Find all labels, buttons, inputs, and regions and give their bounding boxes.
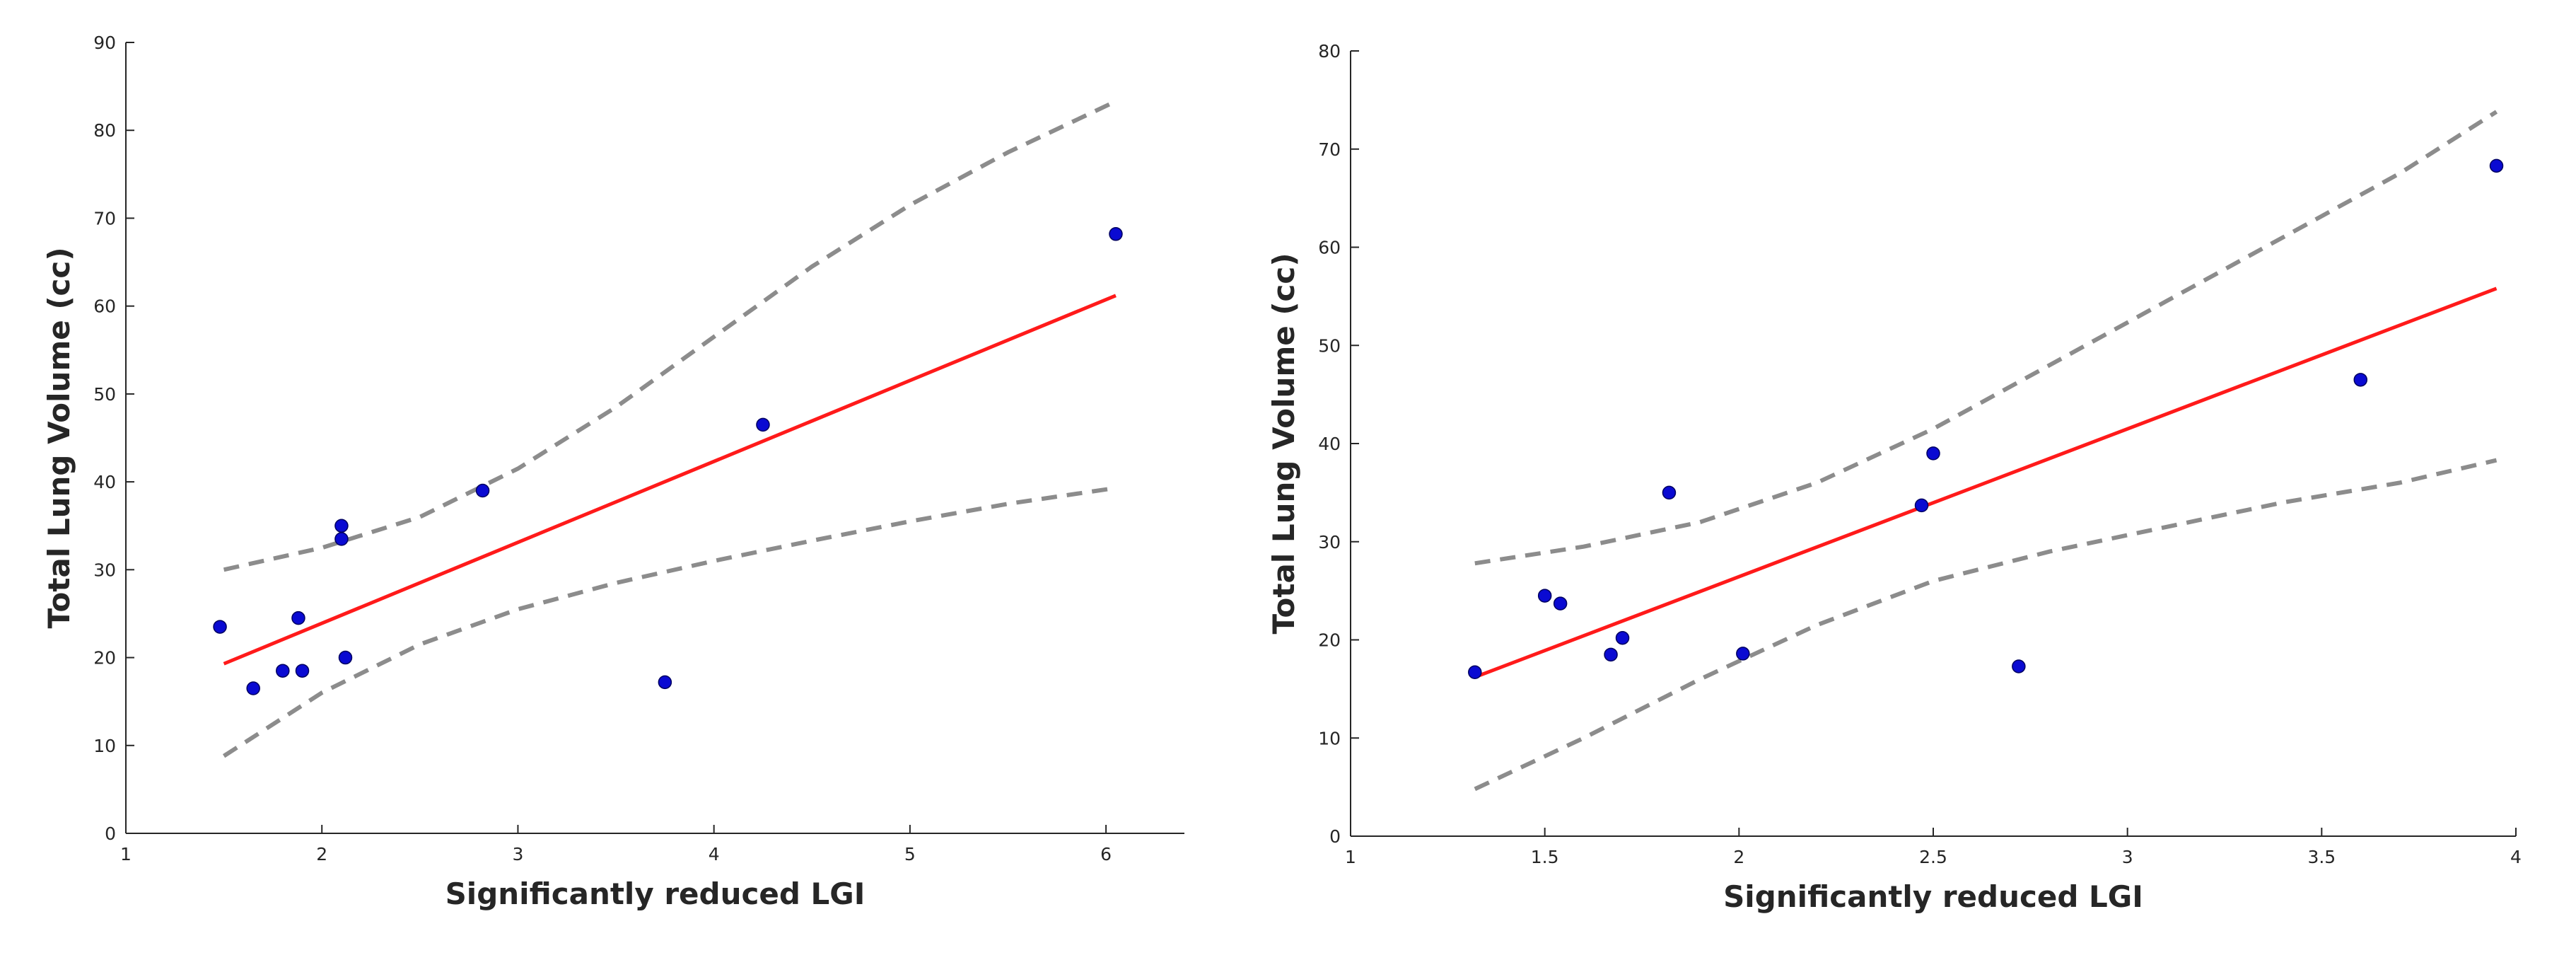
data-point	[246, 681, 260, 695]
x-tick-label: 1	[1345, 847, 1356, 867]
y-tick-label: 20	[1318, 630, 1341, 651]
y-axis-title: Total Lung Volume (cc)	[42, 247, 76, 628]
y-tick-label: 90	[93, 33, 116, 53]
x-tick-label: 2	[316, 844, 327, 864]
x-tick-label: 2.5	[1919, 847, 1947, 867]
y-tick-label: 0	[105, 823, 116, 844]
data-point	[1468, 665, 1482, 680]
regression-line	[1474, 287, 2498, 679]
data-point	[334, 519, 349, 533]
data-point	[334, 532, 349, 546]
data-point	[1662, 485, 1677, 500]
y-tick-label: 30	[93, 560, 116, 580]
data-point	[1537, 589, 1552, 603]
data-point	[756, 417, 770, 432]
data-point	[475, 483, 490, 498]
y-tick-label: 20	[93, 648, 116, 669]
x-tick-label: 5	[904, 844, 916, 864]
data-point	[658, 675, 672, 690]
data-point	[1553, 596, 1568, 611]
right-scatter-panel: 1 1.5 2 2.5 3 3.5 401020304050607080Significan…	[1266, 41, 2522, 914]
x-tick-label: 3	[2122, 847, 2133, 867]
lower-confidence-bound	[1474, 458, 2498, 792]
data-point	[1615, 630, 1630, 645]
x-tick-label: 4	[2510, 847, 2522, 867]
y-tick-label: 40	[93, 472, 116, 492]
data-point	[2012, 659, 2026, 673]
data-point	[2489, 158, 2504, 173]
y-tick-label: 30	[1318, 532, 1341, 552]
y-tick-label: 80	[1318, 41, 1341, 62]
y-tick-label: 60	[1318, 238, 1341, 258]
data-point	[1109, 227, 1123, 241]
x-tick-label: 3.5	[2307, 847, 2336, 867]
x-tick-label: 4	[709, 844, 720, 864]
x-axis-title: Significantly reduced LGI	[445, 876, 866, 911]
y-tick-label: 10	[1318, 728, 1341, 748]
y-tick-label: 50	[93, 384, 116, 405]
y-axis-title: Total Lung Volume (cc)	[1266, 253, 1301, 634]
upper-confidence-bound	[1474, 110, 2498, 566]
data-point	[213, 620, 227, 634]
y-tick-label: 40	[1318, 434, 1341, 454]
data-point	[295, 664, 310, 678]
y-tick-label: 0	[1329, 826, 1341, 847]
lower-confidence-bound	[222, 485, 1117, 758]
x-tick-label: 1.5	[1531, 847, 1559, 867]
y-tick-label: 80	[93, 120, 116, 141]
regression-line	[223, 294, 1117, 666]
y-tick-label: 10	[93, 736, 116, 756]
x-tick-label: 2	[1733, 847, 1744, 867]
data-point	[1914, 498, 1929, 513]
data-point	[1736, 647, 1750, 661]
x-tick-label: 1	[120, 844, 132, 864]
x-tick-label: 6	[1100, 844, 1112, 864]
upper-confidence-bound	[223, 99, 1117, 572]
y-tick-label: 70	[1318, 139, 1341, 160]
data-point	[2353, 373, 2368, 387]
data-point	[276, 664, 290, 678]
y-tick-label: 60	[93, 296, 116, 317]
data-point	[1604, 647, 1618, 662]
y-tick-label: 70	[93, 208, 116, 228]
data-point	[1926, 446, 1940, 461]
x-axis-title: Significantly reduced LGI	[1723, 879, 2143, 914]
y-tick-label: 50	[1318, 335, 1341, 356]
data-point	[338, 650, 353, 665]
x-tick-label: 3	[512, 844, 523, 864]
data-point	[291, 611, 305, 625]
